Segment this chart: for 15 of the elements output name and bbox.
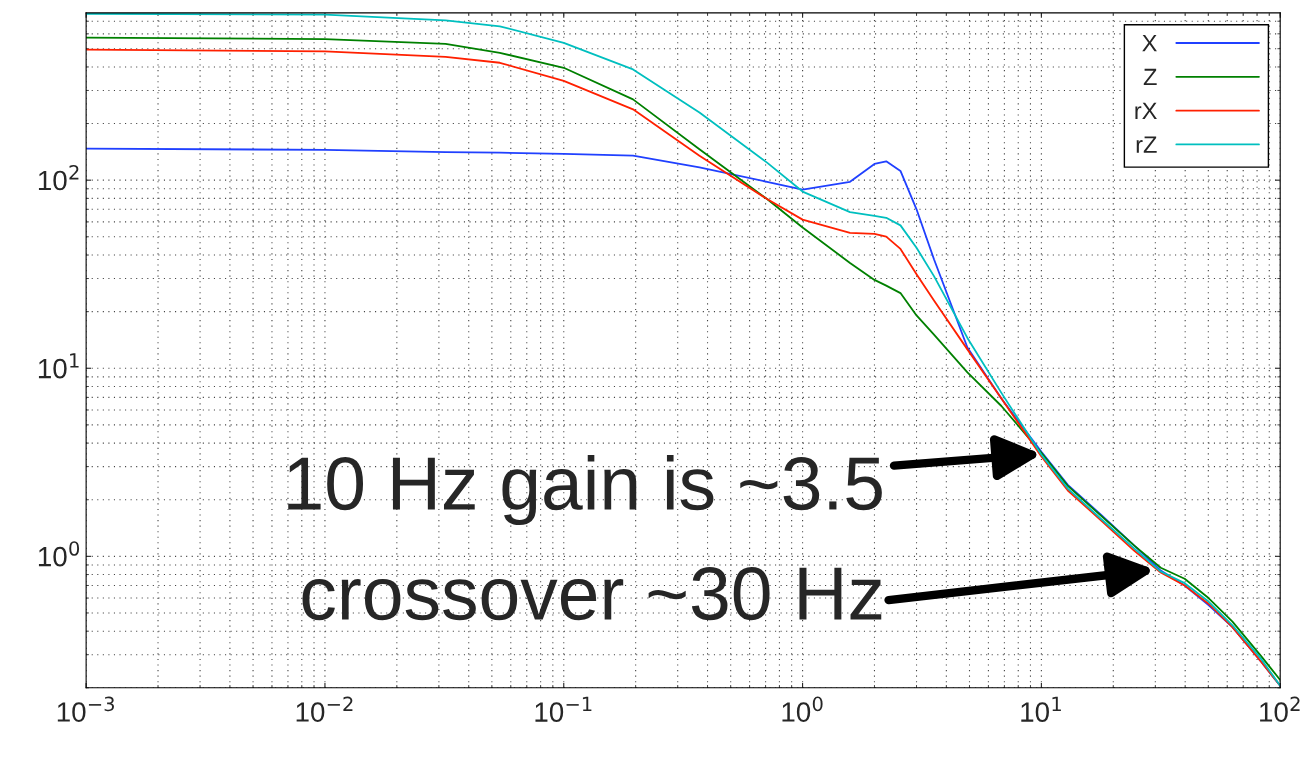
x-tick-label: 10$^{0}$: [782, 696, 823, 722]
y-tick-label: 10$^{0}$: [38, 541, 80, 567]
x-tick-label: 10$^{−2}$: [296, 696, 353, 722]
legend-label: rZ: [1136, 136, 1157, 153]
annotation: crossover ~30 Hz: [302, 567, 882, 621]
annotation: 10 Hz gain is ~3.5: [288, 455, 882, 526]
y-tick-label: 10$^{2}$: [38, 164, 79, 191]
x-tick-label: 10$^{1}$: [1021, 696, 1061, 722]
x-tick-label: 10$^{−3}$: [57, 696, 114, 722]
legend-label: X: [1142, 35, 1157, 52]
legend-label: Z: [1143, 68, 1157, 86]
x-tick-label: 10$^{2}$: [1260, 696, 1300, 722]
y-tick-label: 10$^{1}$: [38, 353, 79, 379]
legend-label: rX: [1135, 102, 1157, 119]
x-tick-label: 10$^{−1}$: [535, 696, 592, 722]
